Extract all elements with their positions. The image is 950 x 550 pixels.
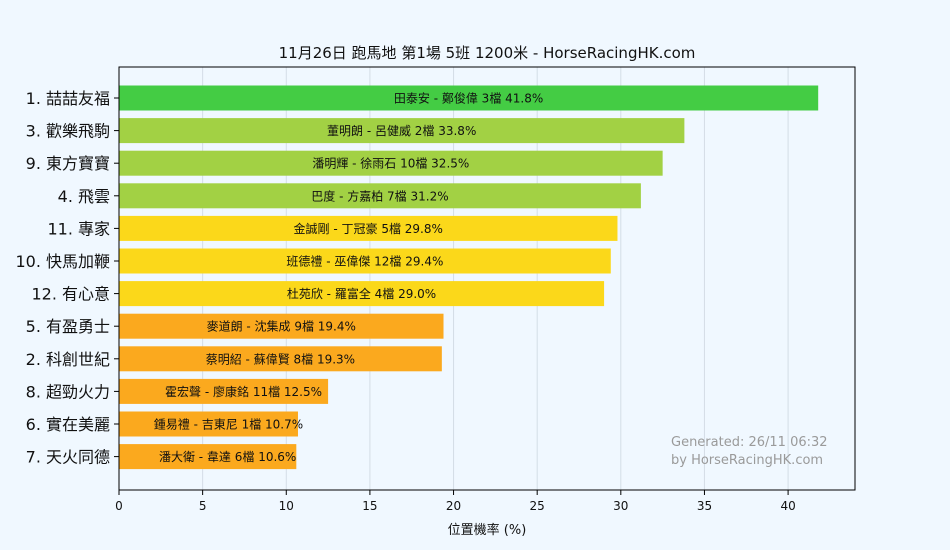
bar-value-label: 巴度 - 方嘉柏 7檔 31.2% xyxy=(311,188,448,203)
x-axis-ticks: 0 5 10 15 20 25 30 35 40 xyxy=(115,490,796,513)
horse-label: 4. 飛雲 xyxy=(58,187,110,206)
bar-value-label: 蔡明紹 - 蘇偉賢 8檔 19.3% xyxy=(206,352,355,366)
bar xyxy=(119,183,641,209)
horse-label: 9. 東方寶寶 xyxy=(26,154,110,173)
x-tick-label: 35 xyxy=(697,499,712,513)
bar-value-label: 霍宏聲 - 廖康銘 11檔 12.5% xyxy=(165,384,322,399)
bar xyxy=(119,150,663,176)
bar xyxy=(119,313,444,339)
bars-group xyxy=(119,85,819,470)
x-tick-label: 10 xyxy=(279,499,294,513)
bar xyxy=(119,118,685,144)
horse-label: 7. 天火同德 xyxy=(26,448,110,467)
bar xyxy=(119,378,329,404)
horse-label: 12. 有心意 xyxy=(31,285,110,304)
bar xyxy=(119,85,819,111)
chart-title: 11月26日 跑馬地 第1場 5班 1200米 - HorseRacingHK.… xyxy=(279,44,696,62)
x-tick-label: 40 xyxy=(780,499,795,513)
horse-label: 5. 有盈勇士 xyxy=(26,317,110,336)
bar xyxy=(119,444,297,470)
horse-label: 10. 快馬加鞭 xyxy=(15,252,110,271)
horse-label: 6. 實在美麗 xyxy=(26,415,110,434)
bar-value-label: 潘明輝 - 徐雨石 10檔 32.5% xyxy=(312,156,469,171)
bar-value-label: 杜苑欣 - 羅富全 4檔 29.0% xyxy=(287,286,436,301)
horse-label: 2. 科創世紀 xyxy=(26,350,110,369)
bar-value-label: 金誠剛 - 丁冠豪 5檔 29.8% xyxy=(294,221,443,236)
horse-label: 1. 喆喆友福 xyxy=(26,89,110,108)
watermark-line-2: by HorseRacingHK.com xyxy=(671,453,823,468)
bar-value-label: 田泰安 - 鄭俊偉 3檔 41.8% xyxy=(394,91,543,106)
bar-value-label: 鍾易禮 - 吉東尼 1檔 10.7% xyxy=(154,418,303,432)
bar xyxy=(119,215,618,241)
bar-labels: 田泰安 - 鄭俊偉 3檔 41.8% 董明朗 - 呂健威 2檔 33.8% 潘明輝 … xyxy=(154,91,543,465)
watermark-line-1: Generated: 26/11 06:32 xyxy=(671,435,828,450)
x-tick-label: 20 xyxy=(446,499,461,513)
bar-value-label: 董明朗 - 呂健威 2檔 33.8% xyxy=(327,124,476,138)
plot-frame xyxy=(118,66,856,491)
x-tick-label: 25 xyxy=(530,499,545,513)
x-tick-label: 15 xyxy=(362,499,377,513)
horse-label: 8. 超勁火力 xyxy=(26,382,110,401)
x-tick-label: 30 xyxy=(613,499,628,513)
bar xyxy=(119,411,298,437)
x-axis-label: 位置機率 (%) xyxy=(448,522,527,538)
horse-label: 11. 專家 xyxy=(47,219,110,238)
y-axis-labels: 1. 喆喆友福 3. 歡樂飛駒 9. 東方寶寶 4. 飛雲 11. 專家 10. 快馬加鞭… xyxy=(15,89,119,467)
bar-value-label: 麥道朗 - 沈集成 9檔 19.4% xyxy=(207,319,356,334)
bar xyxy=(119,281,605,307)
bar xyxy=(119,346,442,372)
bar xyxy=(119,248,611,274)
x-tick-label: 5 xyxy=(199,499,207,513)
bar-value-label: 班德禮 - 巫偉傑 12檔 29.4% xyxy=(286,254,443,269)
x-tick-label: 0 xyxy=(115,499,123,513)
bar-value-label: 潘大衛 - 韋達 6檔 10.6% xyxy=(159,450,296,464)
horse-label: 3. 歡樂飛駒 xyxy=(26,122,110,141)
